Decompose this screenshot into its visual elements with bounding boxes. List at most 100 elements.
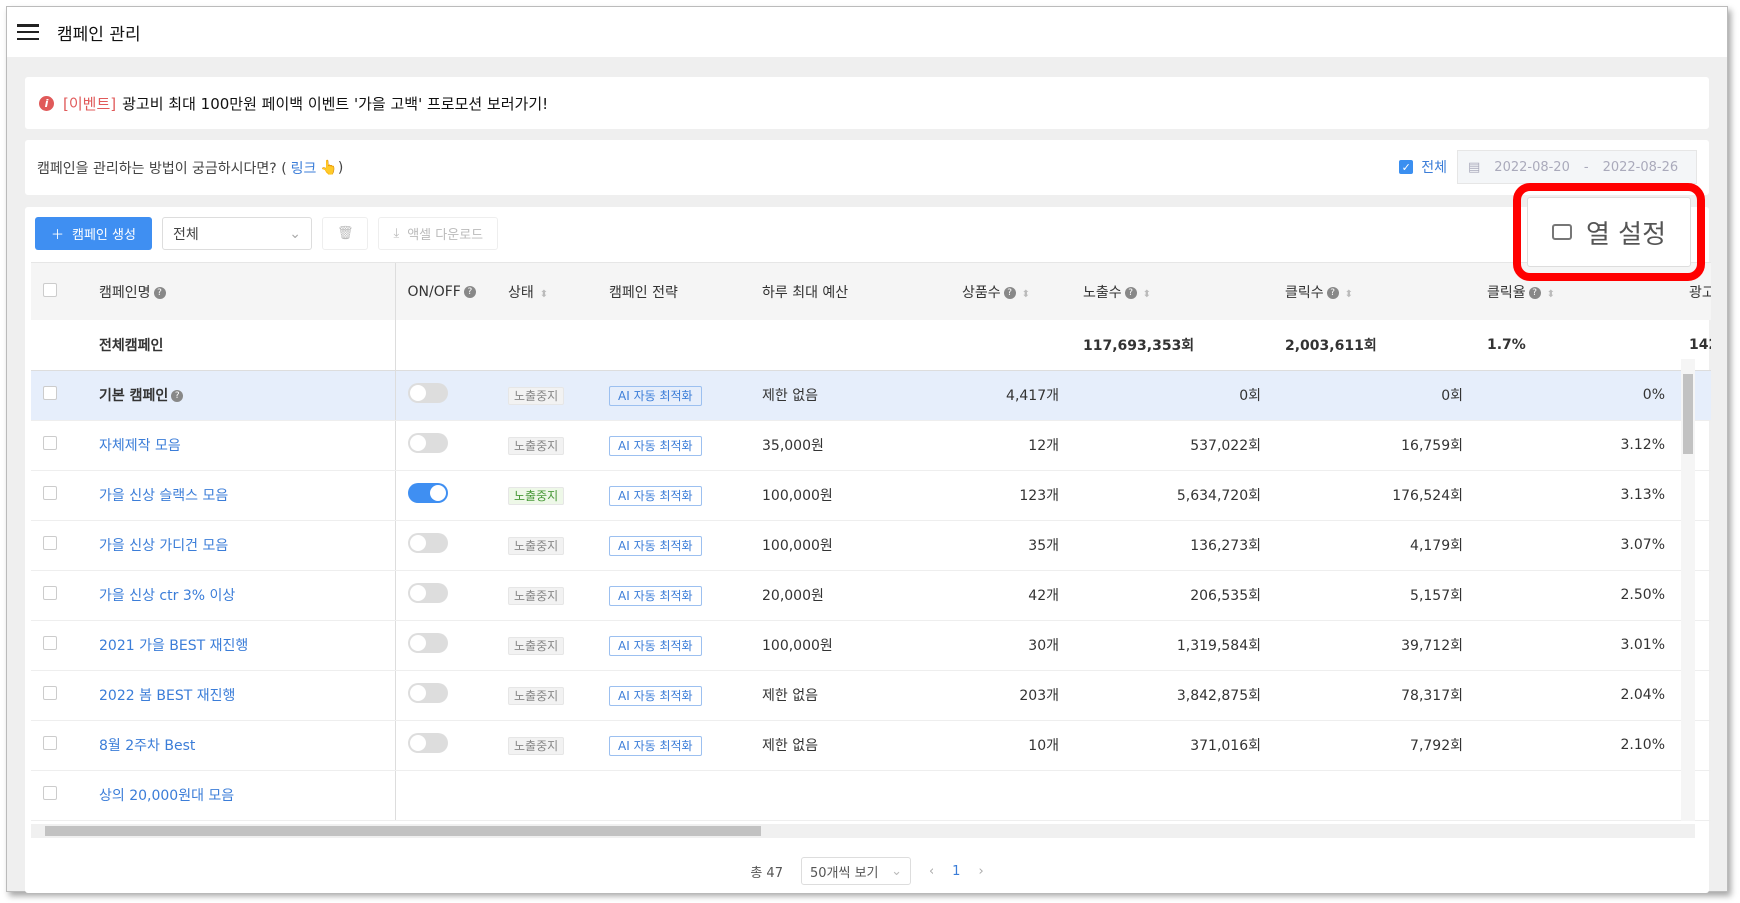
row-checkbox[interactable] [43, 486, 57, 500]
help-icon[interactable]: ? [171, 390, 184, 402]
total-clicks: 2,003,611회 [1273, 320, 1475, 371]
sort-icon[interactable]: ⬍ [1344, 288, 1354, 300]
help-icon[interactable]: ? [1326, 286, 1339, 299]
campaign-name-cell[interactable]: 가을 신상 가디건 모음 [87, 520, 396, 571]
campaign-name[interactable]: 가을 신상 가디건 모음 [99, 538, 229, 554]
table-row[interactable]: 2021 가을 BEST 재진행 노출중지 AI 자동 최적화 100,000원… [31, 620, 1711, 671]
sort-icon[interactable]: ⬍ [539, 288, 549, 300]
row-select[interactable] [31, 520, 87, 571]
row-select[interactable] [31, 670, 87, 721]
status-badge: 노출중지 [508, 686, 565, 705]
campaign-toggle[interactable] [407, 533, 448, 553]
date-range-picker[interactable]: ▤ 2022-08-20 - 2022-08-26 [1457, 150, 1697, 184]
horizontal-scrollbar[interactable] [31, 824, 1695, 838]
campaign-name-cell[interactable]: 상의 20,000원대 모음 [87, 770, 396, 821]
row-select[interactable] [31, 370, 87, 421]
campaign-name-cell[interactable]: 자체제작 모음 [87, 420, 396, 471]
strategy-badge: AI 자동 최적화 [609, 735, 702, 756]
campaign-name-cell[interactable]: 2022 봄 BEST 재진행 [87, 670, 396, 721]
sort-icon[interactable]: ⬍ [1142, 288, 1152, 300]
table-row[interactable]: 2022 봄 BEST 재진행 노출중지 AI 자동 최적화 제한 없음 203… [31, 670, 1711, 721]
campaign-toggle[interactable] [407, 633, 448, 653]
table-row[interactable]: 가을 신상 ctr 3% 이상 노출중지 AI 자동 최적화 20,000원 4… [31, 570, 1711, 621]
col-impressions[interactable]: 노출수? ⬍ [1071, 263, 1273, 320]
col-status[interactable]: 상태 ⬍ [496, 263, 597, 320]
campaign-toggle[interactable] [407, 733, 448, 753]
row-checkbox[interactable] [43, 686, 57, 700]
select-all[interactable] [31, 263, 87, 320]
col-ctr[interactable]: 클릭율? ⬍ [1475, 263, 1677, 320]
help-icon[interactable]: ? [1124, 286, 1137, 299]
campaign-name-cell[interactable]: 8월 2주차 Best [87, 720, 396, 771]
campaign-name[interactable]: 8월 2주차 Best [99, 738, 196, 754]
event-tag: [이벤트] [63, 94, 117, 113]
row-checkbox[interactable] [43, 436, 57, 450]
row-checkbox[interactable] [43, 636, 57, 650]
row-select[interactable] [31, 620, 87, 671]
campaign-name[interactable]: 2021 가을 BEST 재진행 [99, 638, 249, 654]
prev-page-icon[interactable]: ‹ [928, 863, 935, 879]
row-select[interactable] [31, 770, 87, 821]
campaign-toggle[interactable] [407, 483, 448, 503]
row-checkbox[interactable] [43, 386, 57, 400]
table-row[interactable]: 기본 캠페인? 노출중지 AI 자동 최적화 제한 없음 4,417개 0회 0… [31, 370, 1711, 421]
row-checkbox[interactable] [43, 536, 57, 550]
campaign-name[interactable]: 가을 신상 ctr 3% 이상 [99, 588, 236, 604]
campaign-name[interactable]: 상의 20,000원대 모음 [99, 788, 235, 804]
sort-icon[interactable]: ⬍ [1021, 288, 1031, 300]
campaign-toggle[interactable] [407, 683, 448, 703]
clicks: 176,524회 [1273, 470, 1475, 521]
column-settings-button[interactable]: 열 설정 [1513, 183, 1705, 281]
help-icon[interactable]: ? [1003, 286, 1016, 299]
page-size-select[interactable]: 50개씩 보기 ⌄ [800, 857, 911, 885]
menu-icon[interactable] [17, 24, 39, 40]
help-icon[interactable]: ? [463, 285, 476, 298]
download-icon: ⤓ [393, 226, 400, 241]
campaign-name[interactable]: 기본 캠페인 [99, 388, 169, 404]
event-text[interactable]: 광고비 최대 100만원 페이백 이벤트 '가을 고백' 프로모션 보러가기! [122, 94, 549, 113]
row-select[interactable] [31, 420, 87, 471]
all-dates-checkbox[interactable]: ✓ [1399, 160, 1414, 174]
row-select[interactable] [31, 570, 87, 621]
campaign-toggle[interactable] [407, 583, 448, 603]
row-checkbox[interactable] [43, 736, 57, 750]
table-row[interactable]: 상의 20,000원대 모음 [31, 770, 1711, 821]
products: 123개 [950, 470, 1071, 521]
vertical-scrollbar[interactable] [1681, 359, 1695, 821]
campaign-name[interactable]: 2022 봄 BEST 재진행 [99, 688, 236, 704]
impressions: 0회 [1071, 370, 1273, 421]
col-products[interactable]: 상품수? ⬍ [950, 263, 1071, 320]
page-1[interactable]: 1 [952, 863, 961, 879]
excel-download-button[interactable]: ⤓ 액셀 다운로드 [378, 217, 499, 250]
row-select[interactable] [31, 720, 87, 771]
status-badge: 노출중지 [508, 536, 565, 555]
campaign-name[interactable]: 가을 신상 슬랙스 모음 [99, 488, 229, 504]
campaign-name-cell[interactable]: 가을 신상 슬랙스 모음 [87, 470, 396, 521]
pagination: 총 47 50개씩 보기 ⌄ ‹ 1 › [25, 857, 1709, 885]
help-icon[interactable]: ? [1528, 286, 1541, 299]
sort-icon[interactable]: ⬍ [1546, 288, 1556, 300]
campaign-name-cell[interactable]: 가을 신상 ctr 3% 이상 [87, 570, 396, 621]
table-row[interactable]: 8월 2주차 Best 노출중지 AI 자동 최적화 제한 없음 10개 371… [31, 720, 1711, 771]
col-clicks[interactable]: 클릭수? ⬍ [1273, 263, 1475, 320]
table-row[interactable]: 자체제작 모음 노출중지 AI 자동 최적화 35,000원 12개 537,0… [31, 420, 1711, 471]
help-icon[interactable]: ? [153, 286, 166, 299]
campaign-toggle[interactable] [407, 433, 448, 453]
next-page-icon[interactable]: › [978, 863, 984, 879]
row-select[interactable] [31, 470, 87, 521]
row-checkbox[interactable] [43, 786, 57, 800]
row-checkbox[interactable] [43, 586, 57, 600]
budget: 100,000원 [750, 620, 950, 671]
help-link[interactable]: 링크 [290, 160, 317, 177]
event-banner[interactable]: i [이벤트] 광고비 최대 100만원 페이백 이벤트 '가을 고백' 프로모… [25, 77, 1709, 129]
campaign-name-cell[interactable]: 2021 가을 BEST 재진행 [87, 620, 396, 671]
filter-select[interactable]: 전체 ⌄ [161, 217, 312, 250]
select-all-checkbox[interactable] [43, 282, 57, 297]
campaign-name[interactable]: 자체제작 모음 [99, 438, 181, 454]
table-row[interactable]: 가을 신상 가디건 모음 노출중지 AI 자동 최적화 100,000원 35개… [31, 520, 1711, 571]
create-campaign-button[interactable]: ＋ 캠페인 생성 [35, 217, 152, 250]
table-row[interactable]: 가을 신상 슬랙스 모음 노출중지 AI 자동 최적화 100,000원 123… [31, 470, 1711, 521]
campaign-toggle[interactable] [407, 383, 448, 403]
delete-button[interactable]: 🗑 [321, 217, 369, 250]
campaign-name-cell[interactable]: 기본 캠페인? [87, 370, 396, 421]
